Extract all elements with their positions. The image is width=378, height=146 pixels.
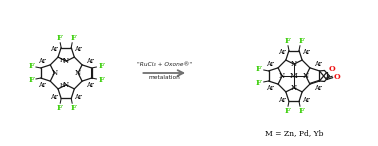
Text: F: F: [99, 62, 104, 70]
Text: Ar: Ar: [39, 81, 46, 89]
Text: N: N: [75, 69, 81, 77]
Text: Ar: Ar: [74, 45, 82, 53]
Text: F: F: [256, 65, 262, 73]
Text: Ar: Ar: [302, 96, 310, 104]
Text: N: N: [291, 60, 297, 68]
Text: M = Zn, Pd, Yb: M = Zn, Pd, Yb: [265, 129, 323, 137]
Text: F: F: [99, 76, 104, 84]
Text: N: N: [63, 57, 69, 65]
Text: F: F: [28, 76, 34, 84]
Text: F: F: [70, 34, 76, 42]
Text: Ar: Ar: [302, 48, 310, 56]
Text: H: H: [60, 58, 65, 63]
Text: metalation: metalation: [148, 75, 180, 80]
Text: "RuCl₃ + Oxone®": "RuCl₃ + Oxone®": [137, 62, 192, 67]
Text: M: M: [290, 72, 298, 80]
Text: N: N: [279, 72, 285, 80]
Text: Ar: Ar: [278, 96, 286, 104]
Text: F: F: [56, 104, 62, 112]
Text: F: F: [284, 107, 290, 115]
Text: F: F: [298, 107, 304, 115]
Text: O: O: [328, 65, 335, 73]
Text: Ar: Ar: [39, 57, 46, 65]
Text: Ar: Ar: [278, 48, 286, 56]
Text: Ar: Ar: [50, 45, 58, 53]
Text: F: F: [28, 62, 34, 70]
Text: O: O: [333, 73, 340, 80]
Text: Ar: Ar: [266, 84, 274, 92]
Text: F: F: [56, 34, 62, 42]
Text: Ar: Ar: [86, 57, 94, 65]
Text: N: N: [51, 69, 57, 77]
Text: Ar: Ar: [266, 60, 274, 68]
Text: F: F: [70, 104, 76, 112]
Text: N: N: [63, 81, 69, 89]
Text: Ar: Ar: [50, 93, 58, 101]
Text: Ar: Ar: [74, 93, 82, 101]
Text: Ar: Ar: [314, 84, 322, 92]
Text: Ar: Ar: [314, 60, 322, 68]
Text: N: N: [303, 72, 309, 80]
Text: F: F: [256, 79, 262, 87]
Text: Ar: Ar: [86, 81, 94, 89]
Text: F: F: [284, 37, 290, 45]
Text: F: F: [298, 37, 304, 45]
Text: N: N: [291, 84, 297, 92]
Text: H: H: [60, 83, 65, 88]
